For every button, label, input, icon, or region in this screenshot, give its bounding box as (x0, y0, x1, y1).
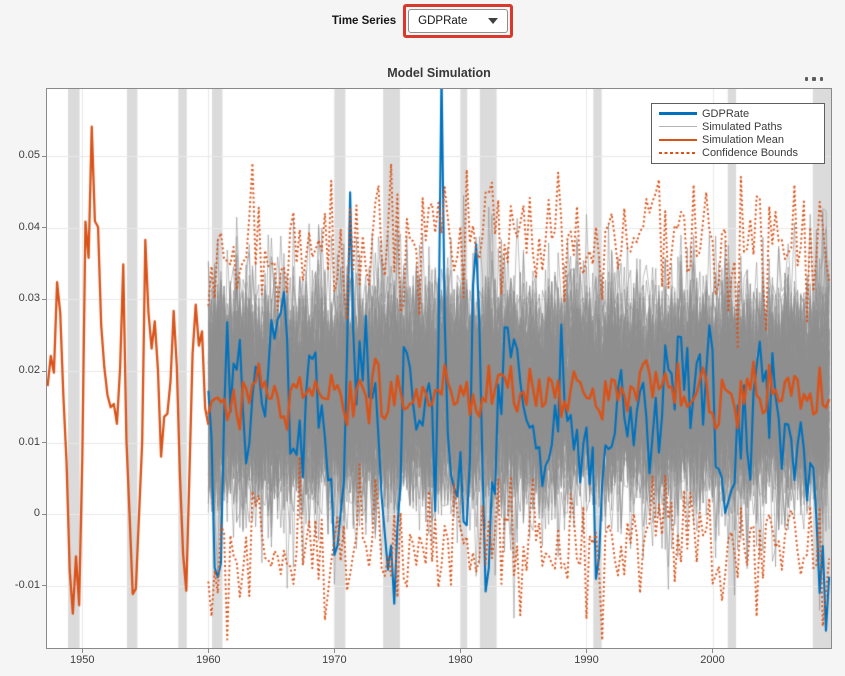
x-tick-label: 1980 (448, 654, 473, 666)
legend-line-sample-solid (659, 138, 697, 142)
y-tick-label: 0.02 (18, 364, 40, 376)
x-tick-mark (333, 648, 335, 653)
chart-title: Model Simulation (387, 66, 491, 80)
x-tick-label: 1970 (322, 654, 347, 666)
y-tick-mark (42, 370, 47, 372)
simulation-chart-canvas[interactable] (47, 89, 831, 648)
x-tick-mark (81, 648, 83, 653)
ellipsis-icon (804, 77, 809, 81)
y-tick-mark (42, 298, 47, 300)
x-tick-label: 1960 (196, 654, 221, 666)
legend-label: Confidence Bounds (702, 147, 799, 160)
chart-legend: GDPRate Simulated Paths Simulation Mean Con… (651, 103, 825, 164)
x-tick-mark (585, 648, 587, 653)
y-tick-mark (42, 513, 47, 515)
legend-line-sample-solid (659, 126, 697, 128)
x-tick-label: 1950 (70, 654, 95, 666)
legend-label: Simulated Paths (702, 120, 783, 133)
axes-toolbar-button[interactable] (797, 71, 831, 87)
legend-line-sample-solid (659, 112, 697, 115)
legend-line-sample-dotted (659, 151, 697, 155)
legend-item: GDPRate (659, 107, 824, 120)
legend-label: Simulation Mean (702, 133, 784, 146)
y-tick-label: 0.04 (18, 220, 40, 233)
y-tick-mark (42, 585, 47, 587)
y-tick-mark (42, 442, 47, 444)
plot-area (46, 88, 832, 649)
y-tick-label: 0.03 (18, 292, 40, 305)
x-tick-label: 2000 (700, 654, 725, 666)
y-tick-label: 0 (33, 507, 40, 520)
ellipsis-icon (812, 77, 816, 81)
x-tick-mark (712, 648, 714, 653)
time-series-dropdown[interactable]: GDPRate (408, 9, 509, 33)
top-control-bar: Time Series GDPRate (0, 0, 845, 42)
x-tick-mark (207, 648, 209, 653)
y-tick-label: 0.01 (18, 435, 40, 448)
annotation-highlight-box: GDPRate (403, 4, 514, 38)
legend-label: GDPRate (702, 107, 750, 120)
x-tick-mark (459, 648, 461, 653)
chevron-down-icon (488, 18, 499, 24)
ellipsis-icon (819, 77, 824, 81)
y-tick-mark (42, 155, 47, 157)
legend-item: Simulated Paths (659, 120, 824, 133)
dropdown-selected-value: GDPRate (418, 15, 468, 27)
y-tick-label: -0.01 (14, 578, 40, 591)
x-tick-label: 1990 (574, 654, 599, 666)
time-series-label: Time Series (331, 15, 397, 27)
legend-item: Simulation Mean (659, 133, 824, 146)
y-tick-mark (42, 227, 47, 229)
y-tick-label: 0.05 (18, 149, 40, 162)
legend-item: Confidence Bounds (659, 147, 824, 160)
